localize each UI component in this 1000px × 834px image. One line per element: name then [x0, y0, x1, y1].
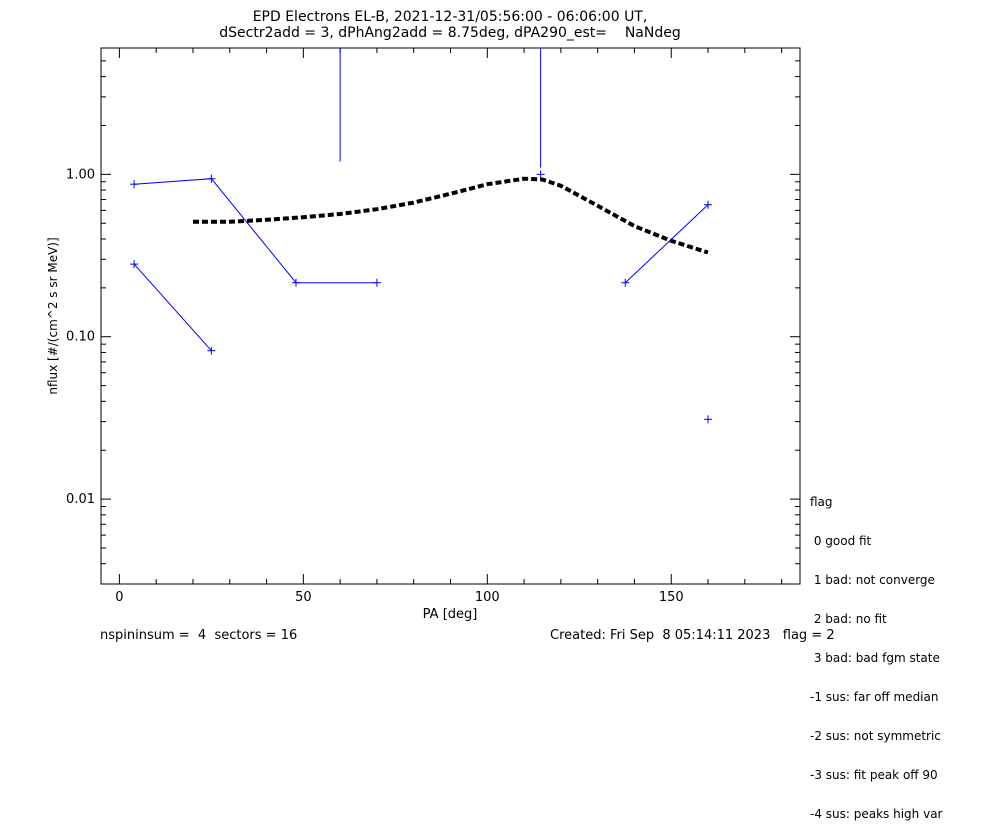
data-point-marker	[536, 170, 545, 179]
axis-ticks	[101, 47, 800, 585]
legend-item: 2 bad: no fit	[810, 612, 887, 626]
chart-subtitle: dSectr2add = 3, dPhAng2add = 8.75deg, dP…	[219, 25, 681, 41]
y-tick-label: 1.00	[66, 167, 95, 182]
footer-left-info: nspininsum = 4 sectors = 16	[100, 628, 298, 643]
y-axis-label: nflux [#/(cm^2 s sr MeV)]	[46, 237, 60, 394]
series-line	[133, 263, 212, 352]
data-point-marker	[207, 174, 216, 183]
legend-item: 3 bad: bad fgm state	[810, 651, 940, 665]
data-point-marker	[372, 278, 381, 287]
series-line	[624, 204, 709, 284]
y-tick-label: 0.10	[66, 330, 95, 345]
legend-title: flag	[810, 495, 833, 509]
flag-legend: flag 0 good fit 1 bad: not converge 2 ba…	[810, 470, 942, 834]
x-tick-label: 0	[115, 590, 123, 605]
chart-canvas: 0 50 100 150 0.01 0.10 1.00 PA [deg] nflux [#/…	[46, 47, 801, 622]
fit-curve	[193, 176, 709, 255]
legend-item: -4 sus: peaks high var	[810, 807, 943, 821]
data-point-marker	[621, 278, 630, 287]
data-point-marker	[704, 415, 713, 424]
tick-labels: 0 50 100 150 0.01 0.10 1.00	[66, 167, 684, 605]
data-point-marker	[291, 278, 300, 287]
data-point-marker	[130, 180, 139, 189]
data-point-marker	[130, 260, 139, 269]
legend-item: -3 sus: fit peak off 90	[810, 768, 938, 782]
legend-item: 0 good fit	[810, 534, 872, 548]
series-line	[134, 178, 377, 284]
footer-created-info: Created: Fri Sep 8 05:14:11 2023 flag = …	[550, 628, 835, 643]
x-tick-label: 150	[659, 590, 684, 605]
x-tick-label: 50	[295, 590, 312, 605]
legend-item: -2 sus: not symmetric	[810, 729, 941, 743]
x-axis-label: PA [deg]	[423, 607, 478, 622]
plot-frame	[100, 47, 801, 585]
legend-item: -1 sus: far off median	[810, 690, 939, 704]
data-point-marker	[704, 200, 713, 209]
data-series	[130, 48, 713, 424]
legend-item: 1 bad: not converge	[810, 573, 935, 587]
chart-title: EPD Electrons EL-B, 2021-12-31/05:56:00 …	[252, 9, 648, 25]
y-tick-label: 0.01	[66, 492, 95, 507]
x-tick-label: 100	[475, 590, 500, 605]
data-point-marker	[207, 346, 216, 355]
